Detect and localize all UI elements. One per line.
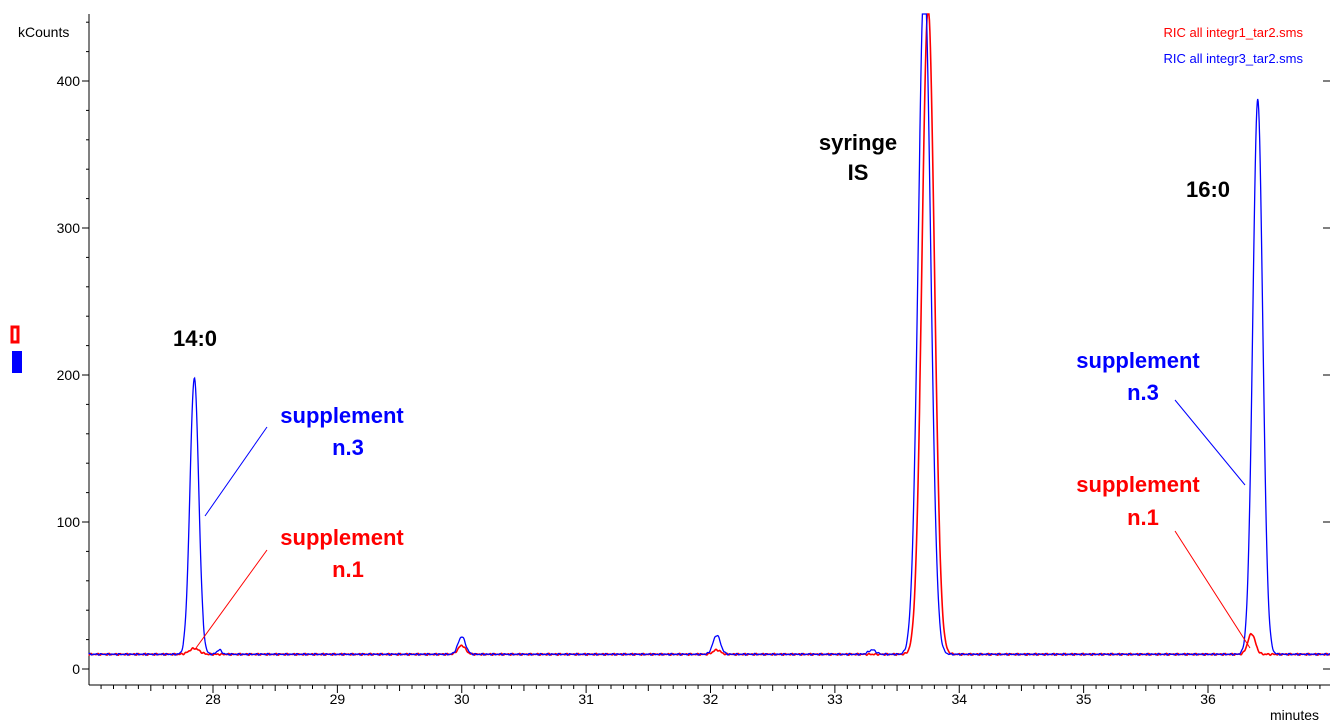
peak-label-16-0: 16:0 bbox=[1186, 177, 1230, 202]
leader-line-s3-right bbox=[1174, 399, 1246, 486]
y-tick-label: 0 bbox=[72, 661, 80, 677]
x-tick-label: 36 bbox=[1200, 691, 1216, 707]
x-tick-label: 29 bbox=[330, 691, 346, 707]
annotation-n3-left: n.3 bbox=[332, 435, 364, 460]
leader-line-s1-right bbox=[1174, 530, 1251, 649]
annotation-supplement1-left: supplement bbox=[280, 525, 404, 550]
leader-line-s1-left bbox=[195, 549, 268, 649]
annotation-supplement3-left: supplement bbox=[280, 403, 404, 428]
annotation-n1-right: n.1 bbox=[1127, 505, 1159, 530]
legend-entry-red: RIC all integr1_tar2.sms bbox=[1164, 25, 1304, 40]
x-tick-label: 28 bbox=[205, 691, 221, 707]
x-tick-label: 33 bbox=[827, 691, 843, 707]
leader-line-s3-left bbox=[204, 426, 268, 517]
annotation-supplement1-right: supplement bbox=[1076, 472, 1200, 497]
x-tick-label: 31 bbox=[578, 691, 594, 707]
right-edge-ticks bbox=[1323, 80, 1330, 670]
peak-label-is: IS bbox=[848, 160, 869, 185]
y-tick-label: 200 bbox=[57, 367, 81, 383]
y-tick-label: 400 bbox=[57, 73, 81, 89]
x-tick-label: 34 bbox=[951, 691, 967, 707]
x-tick-label: 30 bbox=[454, 691, 470, 707]
annotation-supplement3-right: supplement bbox=[1076, 348, 1200, 373]
annotation-n1-left: n.1 bbox=[332, 557, 364, 582]
x-tick-label: 32 bbox=[703, 691, 719, 707]
legend-entry-blue: RIC all integr3_tar2.sms bbox=[1164, 51, 1304, 66]
y-ticks: 0 100 200 300 400 bbox=[57, 21, 89, 677]
series-marker-blue bbox=[12, 351, 22, 373]
y-tick-label: 300 bbox=[57, 220, 81, 236]
series-marker-red bbox=[10, 325, 20, 344]
x-ticks: 28 29 30 31 32 33 34 35 36 bbox=[100, 685, 1321, 707]
series-line-red bbox=[88, 13, 1330, 657]
x-tick-label: 35 bbox=[1076, 691, 1092, 707]
x-axis-label: minutes bbox=[1270, 707, 1319, 723]
series-line-blue bbox=[88, 13, 1330, 656]
y-tick-label: 100 bbox=[57, 514, 81, 530]
y-axis-label: kCounts bbox=[18, 24, 69, 40]
annotation-n3-right: n.3 bbox=[1127, 380, 1159, 405]
series-lines bbox=[88, 13, 1330, 657]
peak-label-14-0: 14:0 bbox=[173, 326, 217, 351]
peak-label-syringe: syringe bbox=[819, 130, 897, 155]
